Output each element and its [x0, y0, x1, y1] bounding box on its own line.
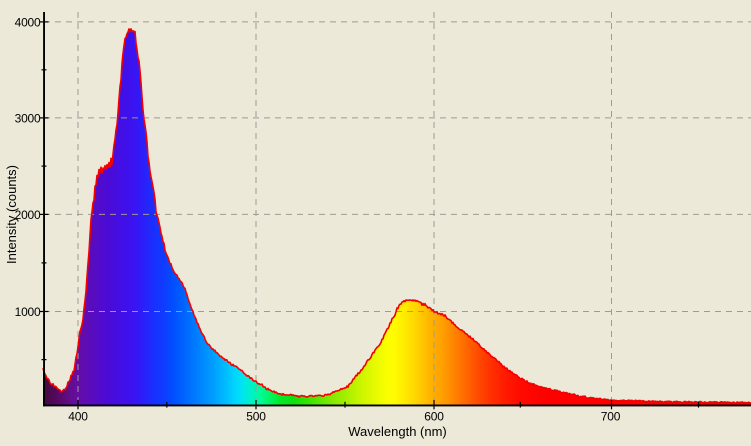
svg-text:700: 700 [601, 409, 621, 423]
svg-text:500: 500 [246, 409, 266, 423]
svg-text:Wavelength (nm): Wavelength (nm) [348, 424, 447, 439]
svg-text:600: 600 [424, 409, 444, 423]
svg-text:400: 400 [68, 409, 88, 423]
svg-text:4000: 4000 [15, 15, 41, 29]
svg-text:3000: 3000 [15, 111, 41, 125]
svg-text:1000: 1000 [15, 305, 41, 319]
svg-text:Intensity (counts): Intensity (counts) [4, 165, 19, 264]
svg-text:2000: 2000 [15, 208, 41, 222]
